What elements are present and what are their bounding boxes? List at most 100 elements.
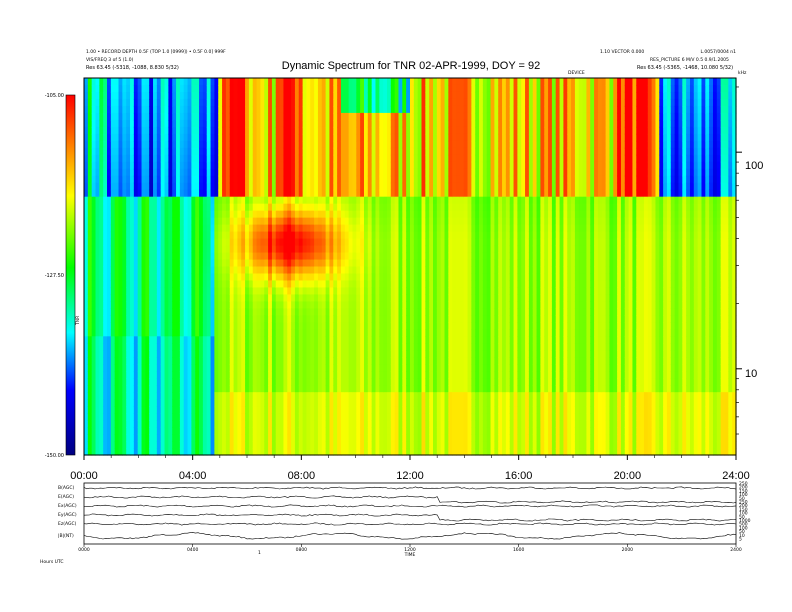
heatmap-cell bbox=[260, 210, 265, 219]
heatmap-cell bbox=[218, 273, 223, 282]
heatmap-cell bbox=[271, 133, 277, 142]
heatmap-cell bbox=[329, 280, 334, 289]
heatmap-cell bbox=[153, 196, 158, 205]
heatmap-cell bbox=[275, 245, 281, 254]
heatmap-cell bbox=[283, 364, 288, 372]
heatmap-cell bbox=[264, 84, 269, 93]
heatmap-cell bbox=[84, 308, 89, 316]
heatmap-cell bbox=[156, 133, 162, 142]
heatmap-cell bbox=[356, 448, 361, 456]
heatmap-cell bbox=[425, 259, 430, 268]
heatmap-cell bbox=[191, 231, 196, 240]
heatmap-cell bbox=[421, 182, 426, 191]
heatmap-cell bbox=[352, 427, 357, 435]
heatmap-cell bbox=[110, 98, 116, 107]
heatmap-cell bbox=[179, 441, 185, 449]
heatmap-cell bbox=[410, 294, 415, 303]
heatmap-cell bbox=[398, 175, 403, 184]
heatmap-cell bbox=[179, 238, 185, 247]
heatmap-cell bbox=[314, 308, 319, 316]
heatmap-cell bbox=[310, 259, 315, 268]
heatmap-cell bbox=[279, 343, 285, 351]
heatmap-cell bbox=[406, 392, 411, 400]
heatmap-cell bbox=[84, 343, 89, 351]
heatmap-cell bbox=[133, 266, 139, 275]
heatmap-cell bbox=[421, 84, 426, 93]
heatmap-cell bbox=[206, 308, 212, 316]
heatmap-cell bbox=[433, 231, 438, 240]
heatmap-cell bbox=[287, 343, 292, 351]
heatmap-cell bbox=[153, 217, 158, 226]
heatmap-cell bbox=[114, 126, 120, 135]
heatmap-cell bbox=[87, 161, 93, 170]
heatmap-cell bbox=[160, 231, 166, 240]
heatmap-cell bbox=[199, 420, 204, 428]
heatmap-cell bbox=[417, 357, 423, 365]
heatmap-cell bbox=[337, 378, 342, 386]
heatmap-cell bbox=[179, 420, 185, 428]
heatmap-cell bbox=[356, 189, 361, 198]
heatmap-cell bbox=[433, 245, 438, 254]
heatmap-cell bbox=[398, 385, 403, 393]
heatmap-cell bbox=[160, 413, 166, 421]
heatmap-cell bbox=[229, 84, 235, 93]
heatmap-cell bbox=[241, 175, 246, 184]
heatmap-cell bbox=[291, 399, 296, 407]
heatmap-cell bbox=[429, 84, 434, 93]
heatmap-cell bbox=[141, 266, 146, 275]
heatmap-cell bbox=[133, 154, 139, 163]
heatmap-cell bbox=[379, 119, 384, 128]
heatmap-cell bbox=[425, 378, 430, 386]
heatmap-cell bbox=[287, 105, 292, 114]
heatmap-cell bbox=[344, 245, 350, 254]
heatmap-cell bbox=[333, 315, 338, 323]
heatmap-cell bbox=[87, 203, 93, 212]
heatmap-cell bbox=[210, 336, 215, 344]
heatmap-cell bbox=[141, 357, 146, 365]
heatmap-cell bbox=[176, 182, 181, 191]
heatmap-cell bbox=[91, 385, 97, 393]
heatmap-cell bbox=[302, 322, 308, 330]
heatmap-cell bbox=[145, 448, 150, 456]
heatmap-cell bbox=[118, 308, 123, 316]
heatmap-cell bbox=[406, 266, 411, 275]
heatmap-cell bbox=[233, 259, 239, 268]
heatmap-cell bbox=[149, 273, 154, 282]
heatmap-cell bbox=[122, 371, 127, 379]
heatmap-cell bbox=[110, 126, 116, 135]
heatmap-cell bbox=[271, 378, 277, 386]
heatmap-cell bbox=[118, 420, 123, 428]
heatmap-cell bbox=[317, 378, 323, 386]
heatmap-cell bbox=[337, 140, 342, 149]
heatmap-cell bbox=[425, 315, 430, 323]
heatmap-cell bbox=[371, 119, 377, 128]
heatmap-cell bbox=[352, 371, 357, 379]
heatmap-cell bbox=[256, 329, 262, 337]
heatmap-cell bbox=[390, 308, 396, 316]
heatmap-cell bbox=[229, 364, 235, 372]
heatmap-cell bbox=[386, 350, 392, 358]
heatmap-cell bbox=[256, 98, 262, 107]
heatmap-cell bbox=[110, 175, 116, 184]
heatmap-cell bbox=[176, 78, 181, 86]
heatmap-cell bbox=[429, 350, 434, 358]
heatmap-cell bbox=[218, 364, 223, 372]
heatmap-cell bbox=[363, 420, 369, 428]
heatmap-cell bbox=[264, 399, 269, 407]
heatmap-cell bbox=[141, 231, 146, 240]
heatmap-cell bbox=[91, 266, 97, 275]
heatmap-cell bbox=[164, 126, 169, 135]
heatmap-cell bbox=[87, 385, 93, 393]
heatmap-cell bbox=[379, 273, 384, 282]
heatmap-cell bbox=[122, 287, 127, 296]
heatmap-cell bbox=[333, 322, 338, 330]
heatmap-cell bbox=[352, 357, 357, 365]
heatmap-cell bbox=[310, 308, 315, 316]
heatmap-cell bbox=[187, 140, 192, 149]
heatmap-cell bbox=[141, 308, 146, 316]
heatmap-cell bbox=[137, 196, 143, 205]
heatmap-cell bbox=[199, 91, 204, 100]
heatmap-cell bbox=[137, 189, 143, 198]
heatmap-cell bbox=[256, 105, 262, 114]
heatmap-cell bbox=[214, 245, 219, 254]
